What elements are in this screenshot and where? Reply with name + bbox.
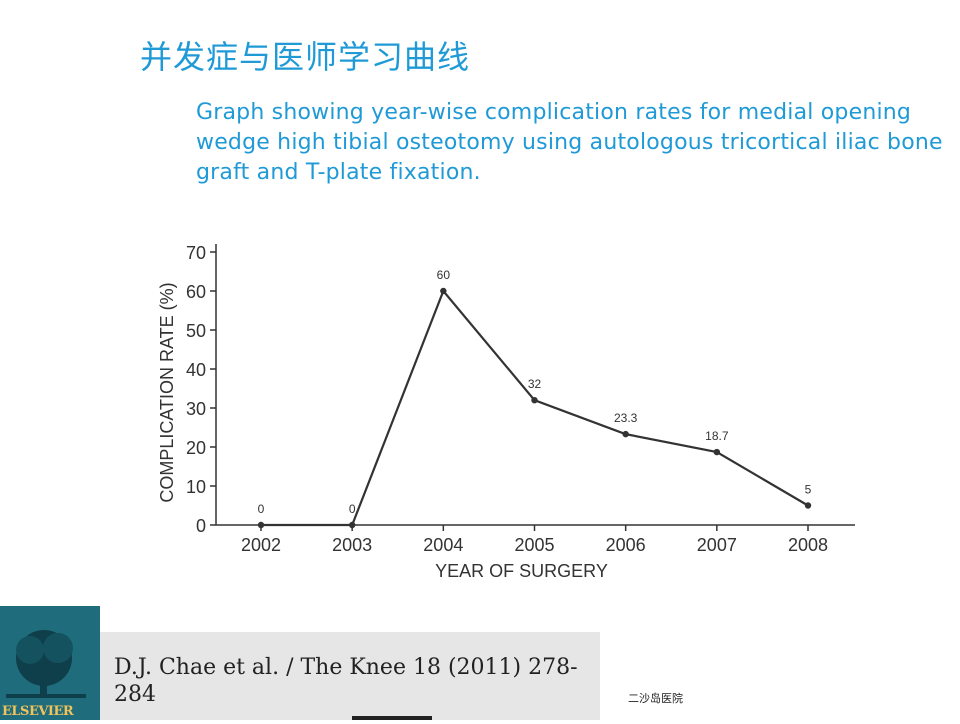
- hospital-name: 二沙岛医院: [628, 692, 683, 705]
- data-label: 0: [349, 502, 356, 516]
- x-tick-label: 2005: [514, 535, 554, 555]
- data-point: [713, 448, 721, 456]
- x-tick-label: 2002: [241, 535, 281, 555]
- data-point: [804, 502, 812, 509]
- x-axis-title: YEAR OF SURGERY: [435, 561, 608, 581]
- data-point: [622, 430, 629, 438]
- data-label: 23.3: [614, 411, 638, 425]
- data-point: [348, 521, 356, 529]
- data-label: 5: [805, 483, 812, 497]
- elsevier-logo: ELSEVIER: [0, 606, 100, 720]
- chart-caption: Graph showing year-wise complication rat…: [196, 100, 943, 185]
- logo-text: ELSEVIER: [2, 704, 74, 719]
- y-tick-label: 70: [186, 243, 206, 263]
- x-tick-label: 2004: [423, 535, 463, 555]
- data-label: 18.7: [705, 429, 729, 443]
- data-point: [531, 397, 538, 404]
- slide-title: 并发症与医师学习曲线: [140, 38, 471, 76]
- y-tick-label: 20: [186, 438, 206, 458]
- series-line: [261, 288, 809, 527]
- y-tick-label: 40: [186, 360, 206, 380]
- y-tick-label: 60: [186, 282, 206, 302]
- data-label: 0: [258, 502, 265, 516]
- y-tick-label: 10: [186, 477, 206, 497]
- x-tick-label: 2003: [332, 535, 372, 555]
- x-tick-label: 2008: [788, 535, 828, 555]
- reference-text: D.J. Chae et al. / The Knee 18 (2011) 27…: [114, 655, 578, 707]
- data-label: 32: [528, 377, 542, 391]
- bottom-strip: [352, 716, 432, 720]
- data-point: [440, 287, 447, 295]
- y-tick-label: 0: [196, 516, 206, 536]
- y-axis-title: COMPLICATION RATE (%): [157, 282, 177, 502]
- y-tick-label: 50: [186, 321, 206, 341]
- x-tick-label: 2006: [606, 535, 646, 555]
- x-tick-label: 2007: [697, 535, 737, 555]
- reference-box: D.J. Chae et al. / The Knee 18 (2011) 27…: [100, 632, 600, 720]
- y-tick-label: 30: [186, 399, 206, 419]
- data-point: [257, 521, 265, 529]
- data-label: 60: [437, 268, 451, 282]
- tree-logo-icon: [0, 606, 100, 720]
